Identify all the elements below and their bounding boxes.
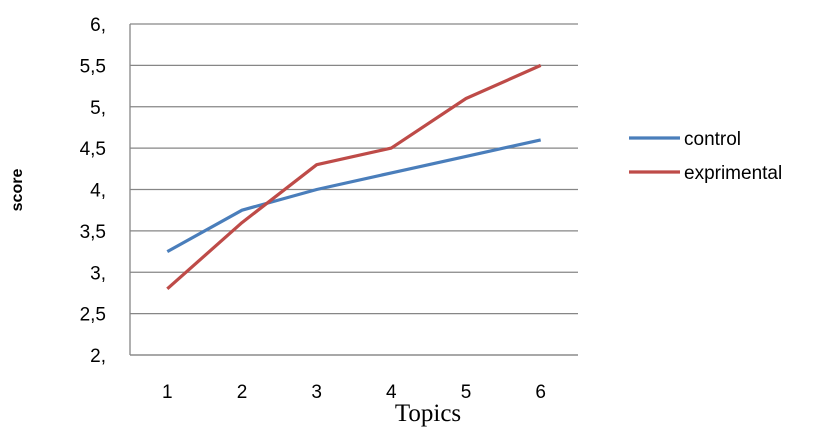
gridlines (130, 23, 578, 356)
y-tick-label: 2, (90, 346, 106, 367)
y-tick-label: 5, (90, 98, 106, 119)
series-line-exprimental (166, 63, 542, 290)
legend-label-control: control (684, 129, 741, 150)
y-tick-labels: 2, 2,5 3, 3,5 4, 4,5 5, 5,5 6, (80, 15, 106, 367)
legend: control exprimental (629, 129, 782, 184)
x-tick-label: 5 (461, 382, 472, 403)
y-tick-label: 3, (90, 263, 106, 284)
x-tick-label: 6 (535, 382, 546, 403)
y-tick-label: 5,5 (80, 56, 106, 77)
y-tick-label: 2,5 (80, 305, 106, 326)
x-tick-labels: 1 2 3 4 5 6 (162, 382, 546, 403)
y-tick-label: 4,5 (80, 139, 106, 160)
y-tick-label: 3,5 (80, 222, 106, 243)
series-lines (166, 63, 542, 290)
y-tick-label: 6, (90, 15, 106, 36)
y-tick-label: 4, (90, 181, 106, 202)
x-tick-label: 3 (311, 382, 322, 403)
legend-label-exprimental: exprimental (684, 163, 782, 184)
x-tick-label: 1 (162, 382, 173, 403)
series-line-control (166, 138, 542, 253)
y-axis-label: score (9, 169, 26, 212)
x-tick-label: 2 (237, 382, 248, 403)
x-tick-label: 4 (386, 382, 397, 403)
axes (129, 24, 578, 356)
x-axis-label: Topics (395, 400, 461, 427)
